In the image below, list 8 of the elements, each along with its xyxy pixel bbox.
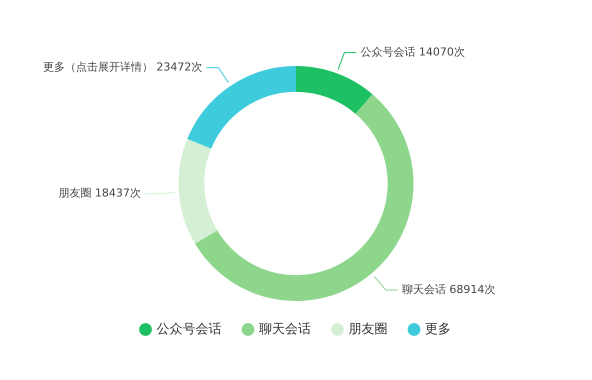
legend-label: 朋友圈 — [348, 322, 388, 337]
legend-label: 聊天会话 — [259, 322, 311, 337]
data-label: 更多（点击展开详情） 23472次 — [42, 60, 202, 74]
data-label: 公众号会话 14070次 — [360, 46, 465, 59]
legend-label: 公众号会话 — [156, 322, 222, 337]
data-label: 朋友圈 18437次 — [58, 186, 141, 200]
data-label: 聊天会话 68914次 — [402, 283, 496, 296]
legend-label: 更多 — [425, 322, 451, 337]
